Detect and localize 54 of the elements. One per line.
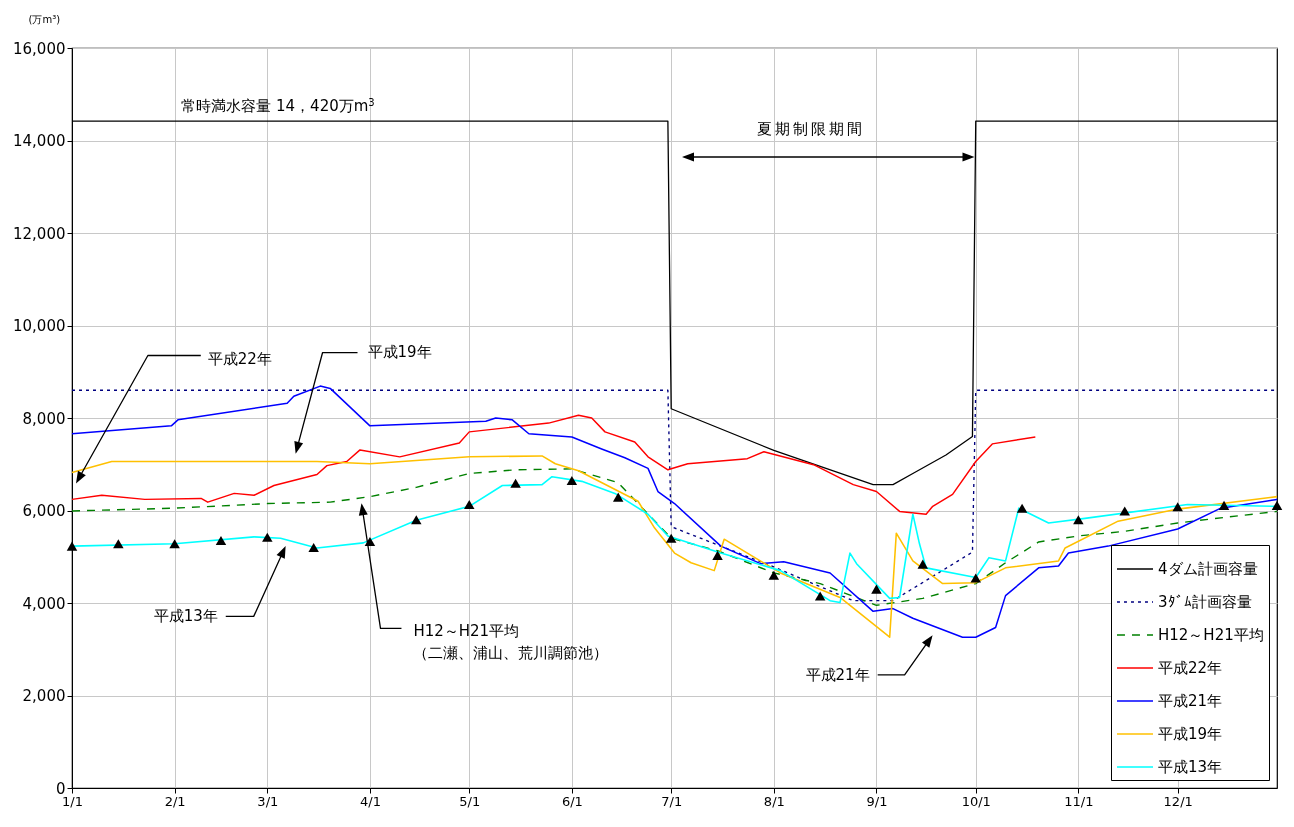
y-tick-label: 10,000	[13, 317, 66, 335]
annotation: 平成22年	[207, 350, 272, 369]
x-tick-label: 5/1	[459, 793, 481, 809]
point	[970, 573, 981, 583]
y-tick-label: 14,000	[13, 132, 66, 150]
point	[814, 591, 826, 601]
y-tick-label: 2,000	[22, 687, 66, 705]
point	[308, 542, 319, 553]
x-tick-label: 4/1	[359, 793, 381, 809]
point	[510, 478, 521, 488]
y-tick-label: 16,000	[13, 39, 66, 58]
legend-label: 平成13年	[1158, 758, 1223, 776]
x-tick-label: 8/1	[763, 793, 785, 809]
annotation: 平成19年	[367, 343, 432, 362]
annotation: 平成21年	[805, 665, 870, 684]
y-axis-title: (万m³)	[28, 13, 61, 25]
x-tick-label: 12/1	[1163, 793, 1193, 809]
x-tick-label: 6/1	[561, 793, 583, 809]
legend-label: 平成19年	[1158, 725, 1223, 743]
point	[1119, 506, 1130, 516]
point	[464, 499, 475, 510]
legend-label: H12～H21平均	[1158, 626, 1264, 644]
legend-label: 3ﾀﾞﾑ計画容量	[1158, 593, 1252, 611]
point	[871, 584, 882, 594]
annotation: 常時満水容量 14，420万m$^{3}$	[181, 96, 375, 116]
point	[917, 559, 929, 569]
y-tick-label: 4,000	[22, 594, 66, 613]
point	[1218, 500, 1230, 510]
point	[665, 533, 677, 543]
x-tick-label: 7/1	[661, 793, 683, 809]
point	[1016, 503, 1028, 513]
legend-label: 平成22年	[1158, 659, 1223, 677]
point	[411, 515, 422, 525]
point	[612, 492, 624, 502]
point	[566, 475, 578, 485]
y-tick-label: 6,000	[22, 502, 66, 520]
x-tick-label: 10/1	[961, 793, 991, 809]
point	[768, 570, 780, 580]
annotation: 平成13年	[153, 607, 218, 626]
point	[1172, 502, 1183, 512]
y-tick-label: 8,000	[22, 409, 66, 428]
legend-label: 平成21年	[1158, 692, 1223, 710]
x-tick-label: 2/1	[164, 793, 186, 809]
x-tick-label: 11/1	[1064, 793, 1094, 809]
annotation: H12～H21平均（二瀬、浦山、荒川調節池）	[413, 622, 609, 663]
point	[712, 550, 723, 560]
y-tick-label: 12,000	[13, 224, 66, 243]
annotation: 夏期制限期間	[756, 120, 865, 139]
x-tick-label: 9/1	[866, 793, 888, 809]
legend-label: 4ダム計画容量	[1158, 560, 1258, 578]
point	[262, 532, 273, 542]
x-tick-label: 3/1	[257, 793, 279, 809]
point	[1073, 515, 1084, 525]
point	[1271, 500, 1283, 510]
